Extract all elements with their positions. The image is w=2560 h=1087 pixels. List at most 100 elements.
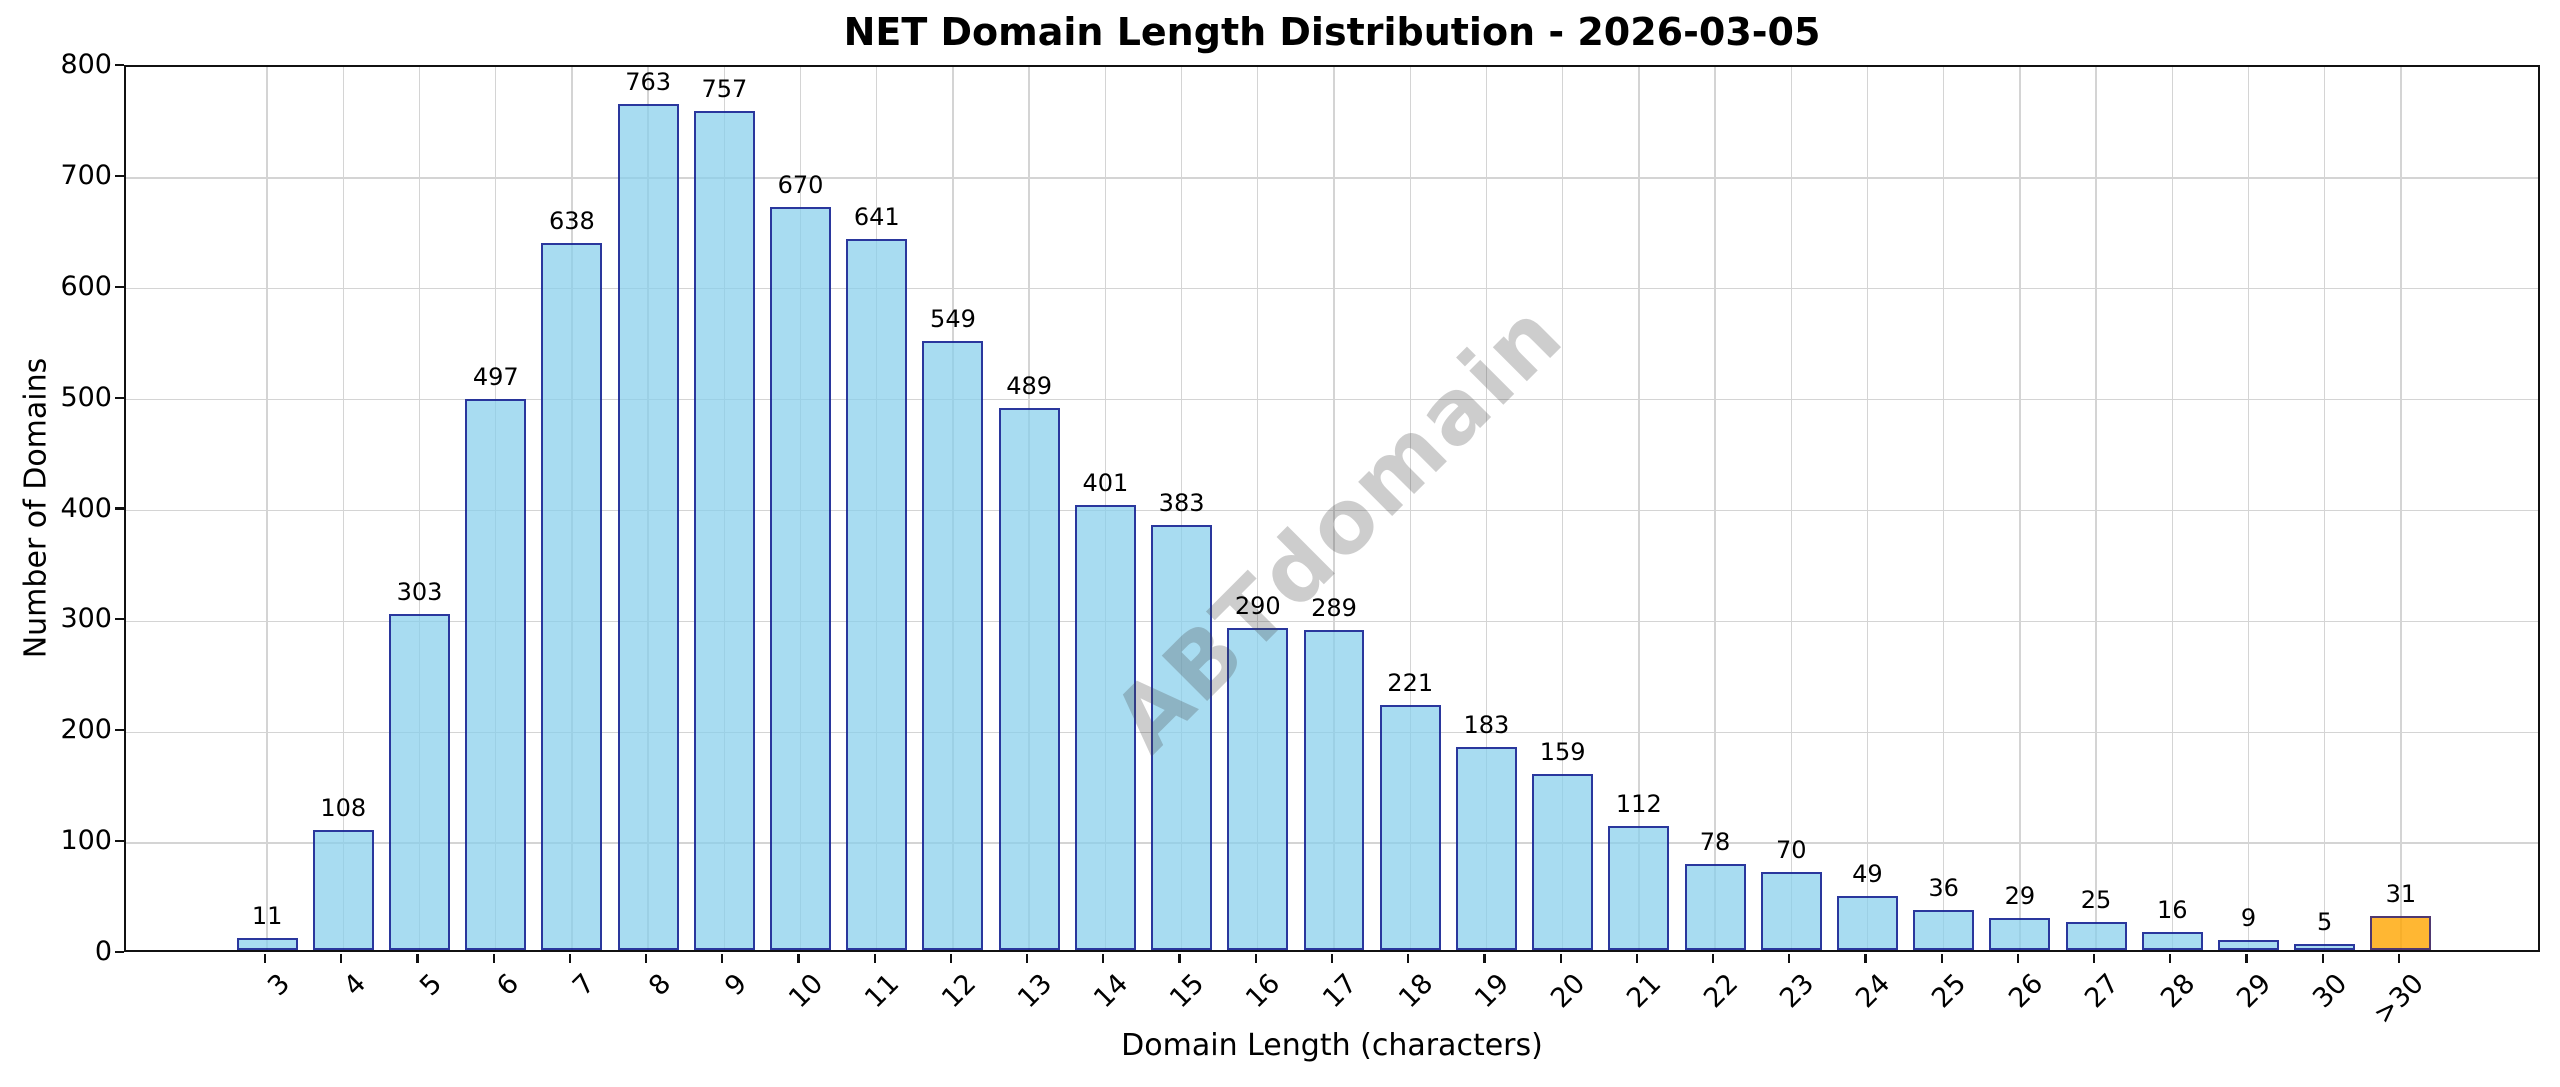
x-tick-label: >30 (2367, 968, 2430, 1031)
bar (1836, 895, 1898, 950)
x-tick-mark (2321, 954, 2324, 963)
bar (1074, 505, 1136, 950)
v-gridline (1714, 67, 1716, 950)
bar-value-label: 641 (853, 203, 900, 232)
bar-value-label: 70 (1775, 836, 1807, 865)
bar (1760, 872, 1822, 950)
x-tick-mark (2016, 954, 2019, 963)
x-tick-mark (1940, 954, 1943, 963)
bar-value-label: 497 (472, 362, 519, 391)
bar-value-label: 9 (2240, 904, 2257, 933)
v-gridline (1485, 67, 1488, 950)
x-tick-label: 18 (1392, 968, 1440, 1015)
y-tick-label: 700 (60, 159, 112, 191)
x-tick-label: 15 (1164, 968, 1211, 1015)
y-tick-mark (115, 396, 124, 399)
v-gridline (2019, 67, 2021, 950)
bar (1532, 773, 1594, 950)
y-tick-label: 200 (60, 714, 112, 746)
x-tick-label: 30 (2307, 968, 2354, 1015)
x-tick-mark (2169, 954, 2172, 963)
bar-value-label: 638 (549, 206, 595, 235)
y-tick-label: 300 (60, 603, 112, 635)
x-tick-mark (645, 954, 648, 963)
x-tick-mark (1635, 954, 1638, 963)
v-gridline (1638, 67, 1640, 950)
v-gridline (1409, 67, 1411, 950)
x-tick-label: 29 (2231, 968, 2278, 1015)
x-tick-label: 28 (2154, 968, 2202, 1015)
bar (998, 407, 1060, 950)
bar-value-label: 763 (625, 68, 672, 97)
x-tick-mark (1178, 954, 1181, 963)
x-tick-label: 23 (1773, 968, 1821, 1015)
x-tick-mark (1711, 954, 1715, 963)
plot-area: ABTdomain 11 108 303 497 638 763 757 670 641 549 4… (124, 65, 2540, 952)
x-tick-label: 24 (1850, 968, 1897, 1015)
v-gridline (1180, 67, 1183, 950)
bar-value-label: 221 (1387, 668, 1434, 697)
x-tick-mark (1407, 954, 1410, 963)
bar (236, 937, 298, 950)
x-tick-mark (1788, 954, 1791, 963)
bar-value-label: 25 (2080, 886, 2112, 915)
bar (2065, 922, 2127, 950)
bar-value-label: 670 (777, 171, 824, 200)
y-tick-mark (115, 507, 124, 510)
x-tick-label: 20 (1545, 968, 1592, 1015)
bar (1455, 747, 1517, 950)
x-tick-label: 12 (935, 968, 982, 1015)
x-tick-label: 3 (261, 968, 297, 1003)
y-tick-mark (115, 63, 124, 67)
x-tick-mark (264, 954, 267, 963)
y-tick-label: 400 (60, 492, 112, 524)
bar (770, 207, 832, 950)
v-gridline (2171, 67, 2173, 950)
bar (617, 104, 679, 950)
bar (1989, 917, 2051, 950)
v-gridline (2323, 67, 2326, 950)
y-tick-mark (115, 618, 124, 621)
x-tick-label: 8 (642, 968, 678, 1003)
bar-value-label: 112 (1615, 789, 1662, 818)
bar (465, 398, 527, 950)
v-gridline (1866, 67, 1869, 950)
v-gridline (2095, 67, 2097, 950)
bar (1303, 629, 1365, 950)
bar-value-label: 383 (1158, 489, 1205, 518)
x-tick-mark (492, 954, 495, 963)
bar (1684, 863, 1746, 950)
bar-value-label: 401 (1082, 469, 1129, 498)
x-tick-label: 21 (1621, 968, 1668, 1015)
bar (1379, 704, 1441, 950)
bar-value-label: 489 (1006, 371, 1053, 400)
bar (693, 110, 755, 950)
x-tick-mark (1483, 954, 1486, 963)
y-tick-mark (115, 840, 124, 843)
x-tick-mark (2397, 954, 2400, 963)
bar (312, 830, 374, 950)
x-tick-label: 7 (566, 968, 601, 1003)
bar-value-label: 757 (701, 74, 748, 103)
bar-value-label: 289 (1311, 593, 1357, 622)
x-tick-label: 19 (1469, 968, 1516, 1015)
x-tick-mark (1254, 954, 1257, 963)
bar (2141, 932, 2203, 950)
x-tick-mark (1330, 954, 1334, 963)
bar-value-label: 36 (1928, 874, 1959, 903)
x-tick-label: 16 (1240, 968, 1287, 1015)
x-tick-label: 27 (2078, 968, 2125, 1015)
x-tick-label: 17 (1316, 968, 1363, 1015)
x-tick-label: 22 (1697, 968, 1744, 1015)
bar (1608, 825, 1670, 950)
y-tick-label: 800 (60, 49, 112, 80)
x-tick-label: 14 (1088, 968, 1135, 1015)
bar-value-label: 11 (251, 901, 283, 930)
x-tick-label: 5 (414, 968, 449, 1003)
y-tick-label: 500 (60, 381, 112, 413)
x-tick-mark (568, 954, 572, 963)
bar (1151, 525, 1213, 950)
y-tick-label: 600 (60, 270, 112, 302)
bar-value-label: 31 (2385, 879, 2417, 908)
